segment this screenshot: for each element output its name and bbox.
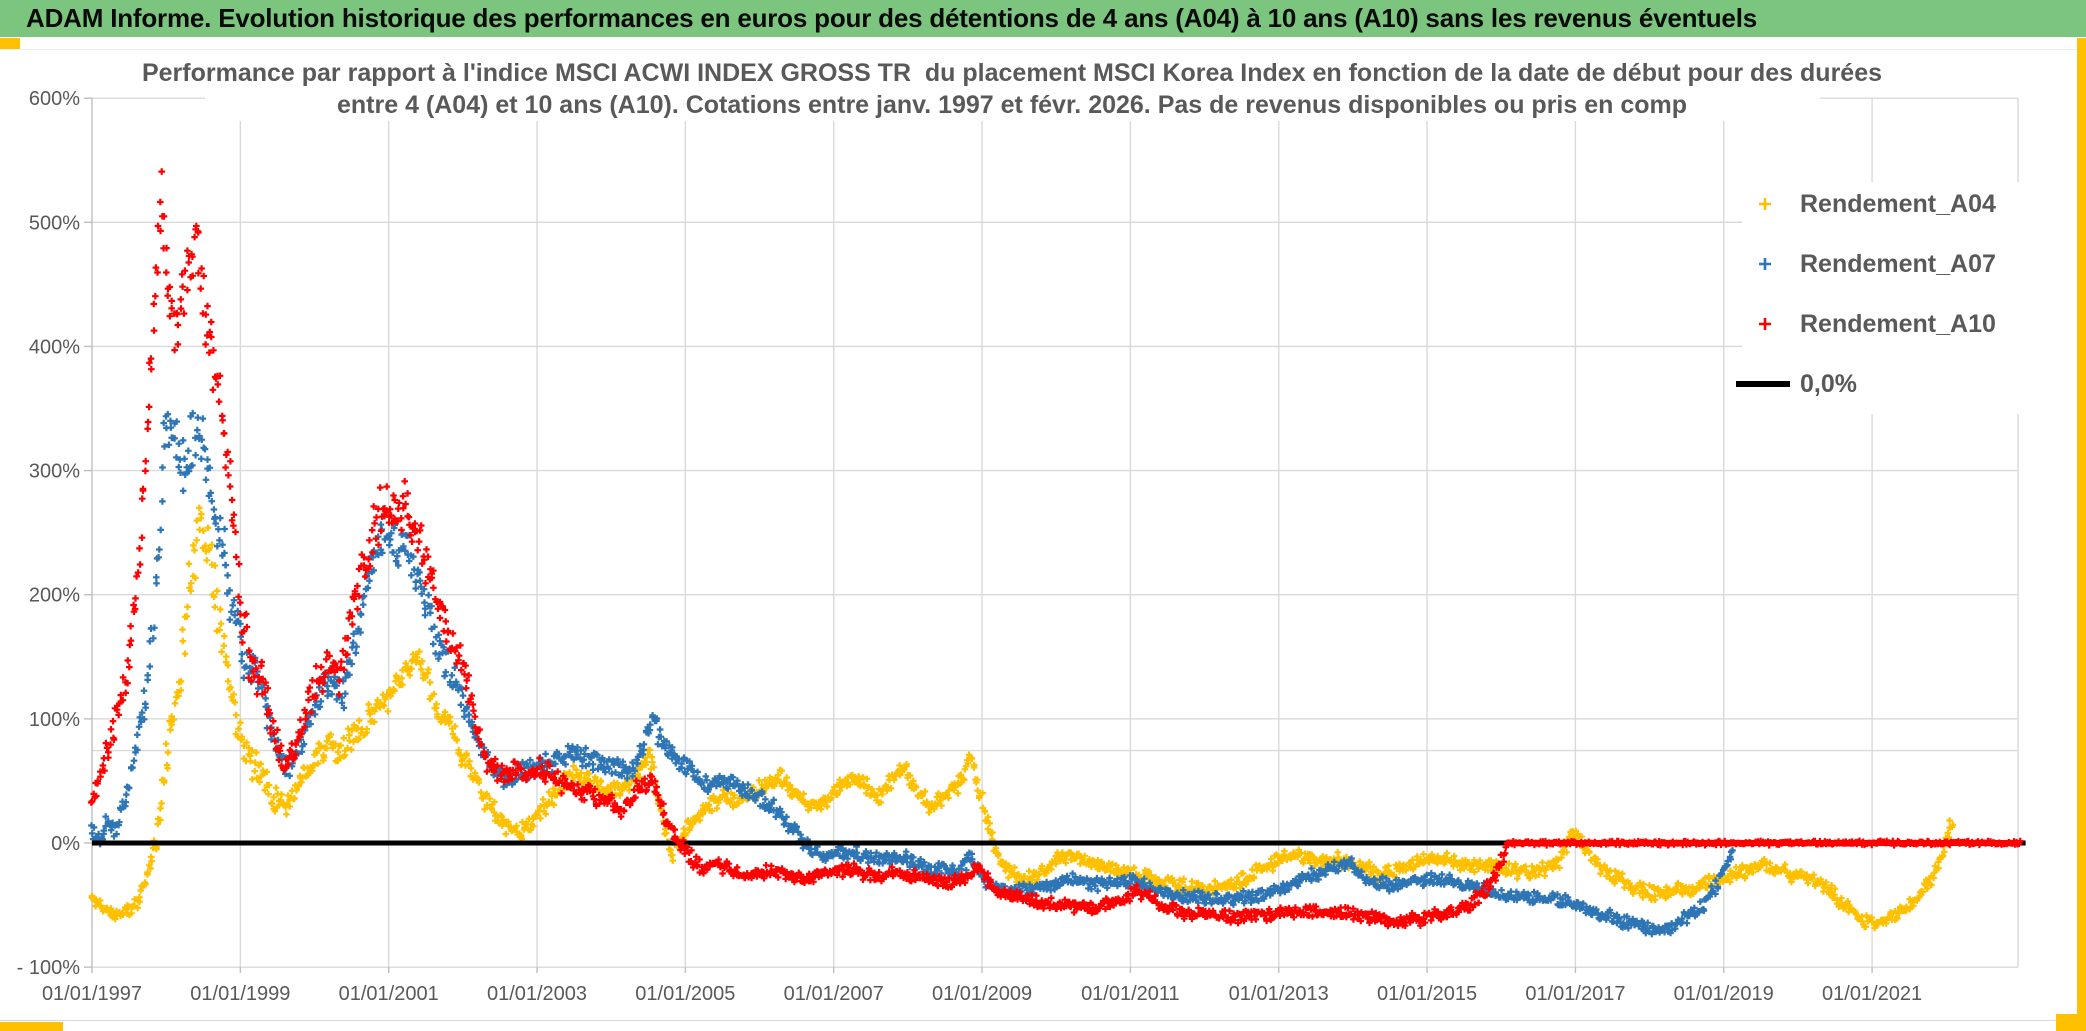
y-axis-label: 500%	[29, 212, 80, 234]
y-axis-label: - 100%	[17, 957, 81, 979]
legend-label-rendement-a10: Rendement_A10	[1800, 310, 1996, 338]
y-axis-label: 100%	[29, 709, 80, 731]
chart-title-line1: Performance par rapport à l'indice MSCI …	[142, 59, 1882, 87]
x-axis-label: 01/01/2003	[487, 983, 587, 1005]
series-rendement-a10-flat-zero	[1503, 837, 2024, 849]
legend-label-rendement-a04: Rendement_A04	[1800, 190, 1996, 218]
accent-top-left-tab	[0, 38, 20, 49]
y-axis-label: 0%	[51, 833, 80, 855]
x-axis-label: 01/01/2007	[784, 983, 884, 1005]
y-axis-label: 300%	[29, 461, 80, 483]
x-axis-label: 01/01/2017	[1525, 983, 1625, 1005]
accent-right-strip	[2077, 38, 2086, 1031]
banner-title: ADAM Informe. Evolution historique des p…	[26, 3, 1757, 33]
x-axis-label: 01/01/2015	[1377, 983, 1477, 1005]
legend-label-rendement-a07: Rendement_A07	[1800, 250, 1996, 278]
banner: ADAM Informe. Evolution historique des p…	[0, 0, 2086, 37]
x-axis-label: 01/01/1997	[42, 983, 142, 1005]
x-axis-label: 01/01/1999	[190, 983, 290, 1005]
y-axis-label: 200%	[29, 585, 80, 607]
series-rendement-a10	[87, 168, 1510, 930]
chart-title-line2: entre 4 (A04) et 10 ans (A10). Cotations…	[337, 91, 1687, 119]
x-axis-label: 01/01/2001	[339, 983, 439, 1005]
y-axis-label: 600%	[29, 88, 80, 110]
x-axis-label: 01/01/2011	[1081, 983, 1180, 1005]
bottom-divider	[0, 1020, 2086, 1021]
accent-bottom-right-tab	[2056, 1014, 2086, 1031]
y-axis-label: 400%	[29, 336, 80, 358]
x-axis-label: 01/01/2021	[1822, 983, 1922, 1005]
accent-bottom-left-bar	[0, 1022, 63, 1031]
x-axis-label: 01/01/2009	[932, 983, 1032, 1005]
x-axis-label: 01/01/2013	[1229, 983, 1329, 1005]
x-axis-label: 01/01/2019	[1674, 983, 1774, 1005]
banner-substrip	[0, 37, 2086, 50]
x-axis-label: 01/01/2005	[635, 983, 735, 1005]
legend-label-0-0-: 0,0%	[1800, 370, 1857, 398]
